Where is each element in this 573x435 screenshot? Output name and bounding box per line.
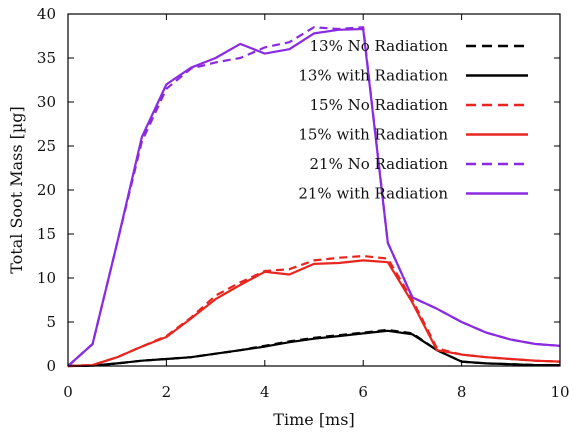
axis-ticks: 0 2 4 6 8 10 0 5 10 15 20 25 30 35 40 — [37, 5, 570, 401]
x-tick-label: 8 — [457, 383, 467, 401]
series-layer — [67, 26, 561, 368]
x-tick-label: 4 — [260, 383, 270, 401]
x-tick-label: 2 — [162, 383, 172, 401]
series-line-5 — [67, 27, 561, 367]
y-tick-label: 20 — [37, 181, 56, 199]
y-tick-label: 30 — [37, 93, 56, 111]
series-line-3 — [67, 259, 561, 368]
y-tick-label: 15 — [37, 225, 56, 243]
y-tick-label: 40 — [37, 5, 56, 23]
y-tick-label: 35 — [37, 49, 56, 67]
series-line-1 — [67, 329, 560, 368]
series-line-2 — [67, 254, 561, 368]
y-tick-label: 10 — [37, 269, 56, 287]
legend-label: 15% with Radiation — [298, 126, 448, 144]
x-tick-label: 10 — [550, 383, 569, 401]
legend-label: 13% No Radiation — [310, 37, 449, 55]
x-axis-title: Time [ms] — [273, 410, 354, 429]
y-tick-label: 0 — [46, 357, 56, 375]
y-tick-label: 25 — [37, 137, 56, 155]
y-axis-title: Total Soot Mass [µg] — [7, 106, 26, 274]
legend-label: 13% with Radiation — [298, 67, 448, 85]
y-tick-label: 5 — [46, 313, 56, 331]
legend-label: 21% with Radiation — [298, 185, 448, 203]
legend: 13% No Radiation 13% with Radiation 15% No… — [298, 37, 528, 203]
legend-label: 21% No Radiation — [310, 155, 449, 173]
x-tick-label: 6 — [358, 383, 368, 401]
legend-label: 15% No Radiation — [310, 96, 449, 114]
x-tick-label: 0 — [63, 383, 73, 401]
